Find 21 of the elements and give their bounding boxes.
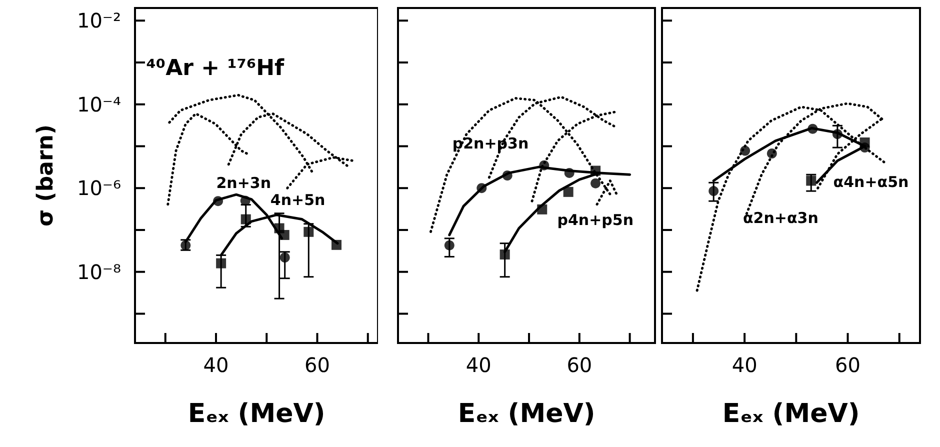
- x-axis-title: Eₑₓ (MeV): [722, 399, 860, 429]
- x-tick-label: 40: [466, 353, 492, 377]
- annotation: α2n+α3n: [742, 209, 818, 228]
- annotation: α4n+α5n: [833, 173, 909, 192]
- annotation: p4n+p5n: [557, 211, 634, 230]
- x-tick-label: 40: [732, 353, 758, 377]
- x-tick-label: 60: [835, 353, 860, 377]
- annotation: 4n+5n: [270, 190, 326, 209]
- annotation: p2n+p3n: [452, 134, 529, 153]
- x-tick-label: 60: [566, 353, 592, 377]
- x-tick-label: 60: [304, 353, 330, 377]
- y-tick-label: 10⁻²: [76, 8, 121, 33]
- y-tick-label: 10⁻⁴: [76, 92, 121, 116]
- x-tick-label: 40: [203, 353, 229, 377]
- y-tick-label: 10⁻⁸: [76, 260, 121, 284]
- annotation: 2n+3n: [216, 174, 272, 192]
- y-axis-title: σ (barn): [34, 124, 58, 227]
- y-tick-label: 10⁻⁶: [76, 176, 121, 200]
- annotation: ⁴⁰Ar + ¹⁷⁶Hf: [146, 56, 285, 81]
- x-axis-title: Eₑₓ (MeV): [458, 399, 596, 429]
- x-axis-title: Eₑₓ (MeV): [188, 399, 326, 429]
